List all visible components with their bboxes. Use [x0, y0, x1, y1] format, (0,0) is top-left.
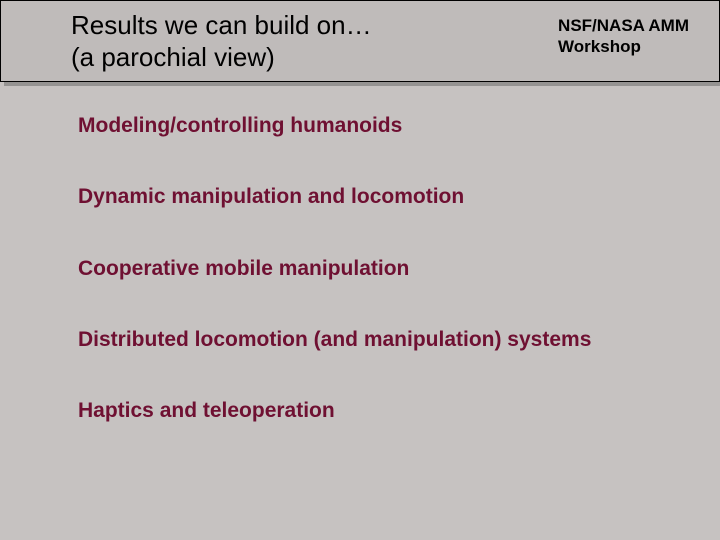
- slide: Results we can build on… (a parochial vi…: [0, 0, 720, 540]
- workshop-label: NSF/NASA AMM Workshop: [558, 15, 689, 58]
- topic-item: Cooperative mobile manipulation: [78, 255, 650, 282]
- topic-item: Modeling/controlling humanoids: [78, 112, 650, 139]
- workshop-line-2: Workshop: [558, 36, 689, 57]
- workshop-line-1: NSF/NASA AMM: [558, 15, 689, 36]
- body-area: Modeling/controlling humanoids Dynamic m…: [0, 82, 720, 424]
- header-bar: Results we can build on… (a parochial vi…: [0, 0, 720, 82]
- topic-item: Distributed locomotion (and manipulation…: [78, 326, 650, 353]
- topic-item: Haptics and teleoperation: [78, 397, 650, 424]
- topic-item: Dynamic manipulation and locomotion: [78, 183, 650, 210]
